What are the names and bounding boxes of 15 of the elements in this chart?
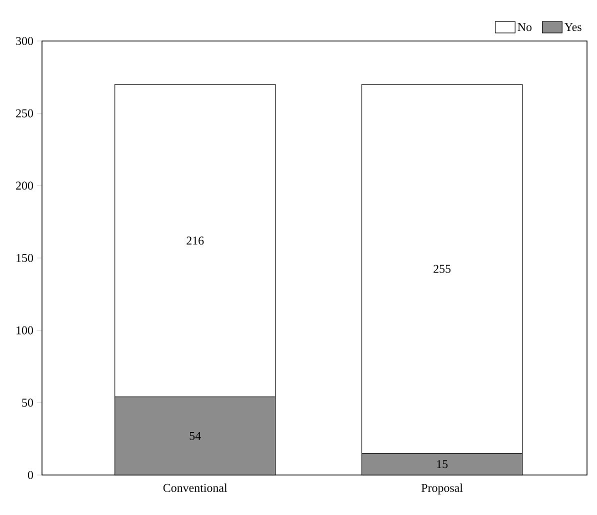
legend-label: Yes — [564, 23, 582, 32]
data-label: 216 — [186, 236, 204, 245]
y-tick-label: 250 — [16, 109, 34, 118]
x-tick-label: Conventional — [163, 484, 228, 492]
data-label: 255 — [434, 264, 451, 273]
y-tick-label: 200 — [16, 182, 34, 190]
y-tick-label: 0 — [28, 470, 34, 480]
data-label: 54 — [190, 432, 201, 440]
legend-label: No — [518, 23, 532, 32]
x-tick-label: Proposal — [421, 484, 463, 494]
data-label: 15 — [437, 460, 448, 468]
y-tick-label: 150 — [16, 254, 34, 262]
y-tick-label: 100 — [16, 326, 34, 334]
y-tick-label: 300 — [16, 36, 34, 46]
y-tick-label: 50 — [22, 398, 34, 407]
